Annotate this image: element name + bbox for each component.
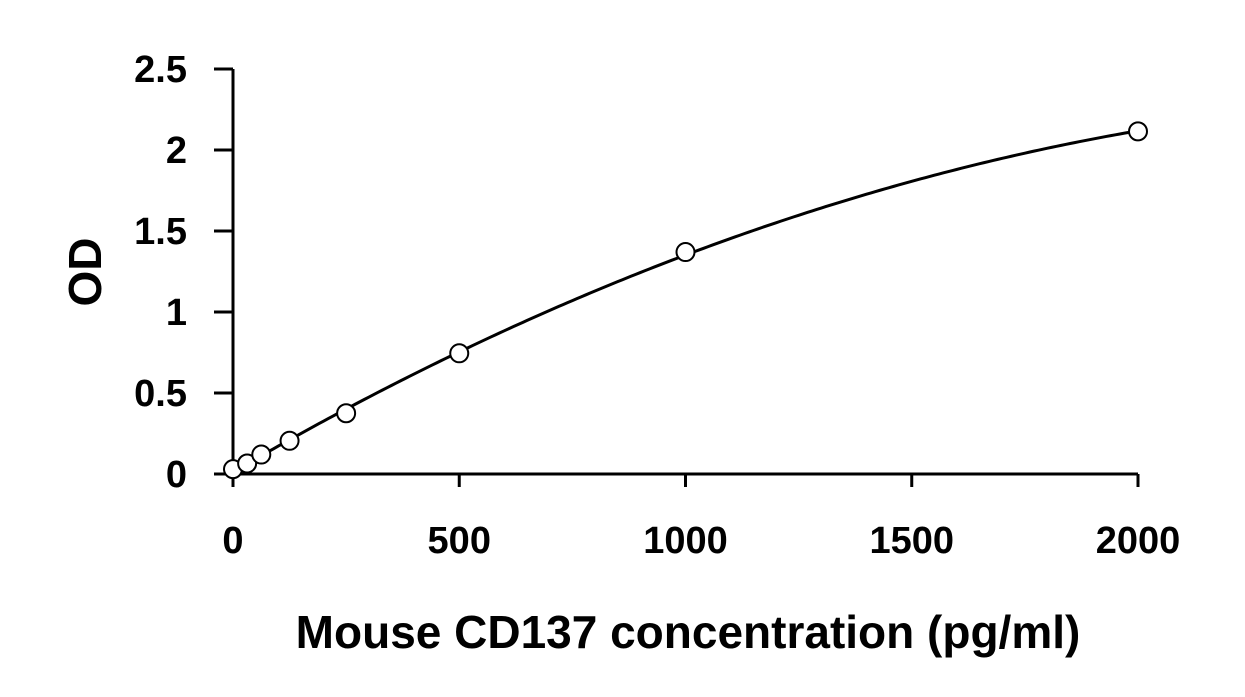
data-point <box>279 430 300 451</box>
x-tick-label: 1000 <box>643 520 728 562</box>
x-axis-title: Mouse CD137 concentration (pg/ml) <box>296 606 1081 658</box>
data-point <box>336 403 357 424</box>
data-point <box>237 453 258 474</box>
data-point <box>251 444 272 465</box>
fit-curve <box>232 129 1139 474</box>
y-tick-label: 1 <box>166 292 187 334</box>
y-axis-title: OD <box>59 238 111 307</box>
data-point <box>449 343 470 364</box>
y-tick-label: 1.5 <box>134 211 187 253</box>
x-tick-label: 500 <box>428 520 491 562</box>
x-tick-label: 1500 <box>869 520 954 562</box>
x-ticks: 0 500 1000 1500 2000 <box>222 474 1180 562</box>
x-tick-label: 2000 <box>1096 520 1181 562</box>
y-ticks: 0 0.5 1 1.5 2 2.5 <box>134 49 233 496</box>
x-tick-label: 0 <box>222 520 243 562</box>
y-tick-label: 2 <box>166 130 187 172</box>
y-tick-label: 2.5 <box>134 49 187 91</box>
axes <box>214 69 1138 476</box>
y-tick-label: 0.5 <box>134 373 187 415</box>
y-tick-label: 0 <box>166 454 187 496</box>
data-point <box>675 242 696 263</box>
data-points <box>223 121 1148 480</box>
data-point <box>1128 121 1148 142</box>
